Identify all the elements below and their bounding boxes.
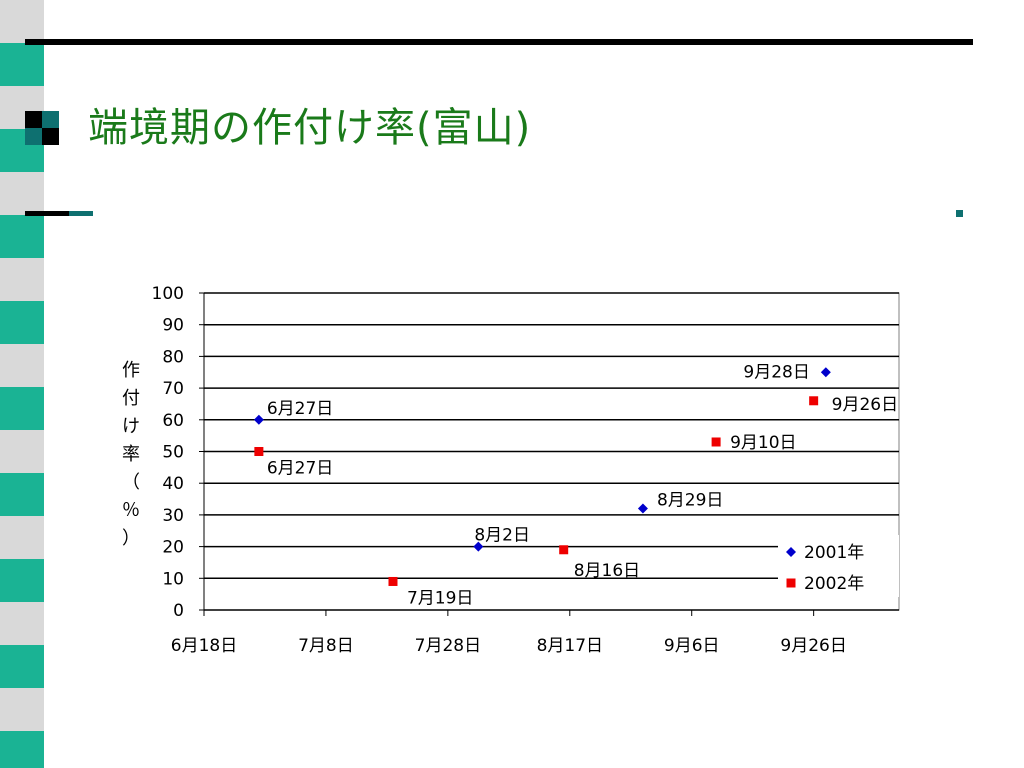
y-tick-label: 80 (162, 347, 184, 367)
data-point-2001 (820, 367, 831, 378)
data-point-2001 (253, 414, 264, 425)
data-point-2002 (559, 545, 569, 555)
sub-rule (25, 211, 69, 216)
y-tick-label: 90 (162, 316, 184, 336)
data-point-2002 (809, 396, 819, 406)
data-point-2002 (388, 576, 398, 586)
legend-label: 2002年 (804, 574, 864, 594)
y-tick-label: 20 (162, 538, 184, 558)
data-label: 6月27日 (267, 399, 333, 419)
data-point-2001 (637, 503, 648, 514)
legend-marker-2001 (786, 547, 796, 557)
data-point-2001 (473, 541, 484, 552)
x-tick-label: 8月17日 (537, 636, 603, 656)
sub-rule-accent (69, 211, 93, 216)
legend (778, 535, 899, 597)
title-bullet-icon (25, 111, 59, 145)
data-label: 9月26日 (832, 395, 898, 415)
x-tick-label: 9月26日 (780, 636, 846, 656)
y-axis-title: 作付け率（％） (122, 360, 140, 549)
x-tick-label: 6月18日 (171, 636, 237, 656)
y-tick-label: 30 (162, 506, 184, 526)
data-label: 7月19日 (407, 588, 473, 608)
y-tick-label: 40 (162, 474, 184, 494)
top-rule (25, 39, 973, 45)
y-tick-label: 0 (173, 601, 184, 621)
data-point-2002 (254, 447, 264, 456)
y-tick-label: 70 (162, 379, 184, 399)
y-tick-label: 100 (152, 284, 184, 304)
x-tick-label: 7月28日 (415, 636, 481, 656)
page-title: 端境期の作付け率(富山) (88, 105, 532, 151)
data-point-2002 (711, 437, 721, 447)
x-tick-label: 7月8日 (298, 636, 354, 656)
data-label: 8月29日 (657, 491, 723, 511)
data-label: 8月2日 (474, 526, 530, 546)
data-label: 9月10日 (730, 433, 796, 453)
y-tick-label: 10 (162, 569, 184, 589)
y-tick-label: 60 (162, 411, 184, 431)
data-label: 6月27日 (267, 459, 333, 479)
legend-label: 2001年 (804, 543, 864, 563)
legend-marker-2002 (786, 578, 796, 588)
rule-end-dot (956, 210, 963, 217)
data-label: 8月16日 (574, 561, 640, 581)
x-tick-label: 9月6日 (664, 636, 720, 656)
y-tick-label: 50 (162, 443, 184, 463)
data-label: 9月28日 (743, 362, 809, 382)
